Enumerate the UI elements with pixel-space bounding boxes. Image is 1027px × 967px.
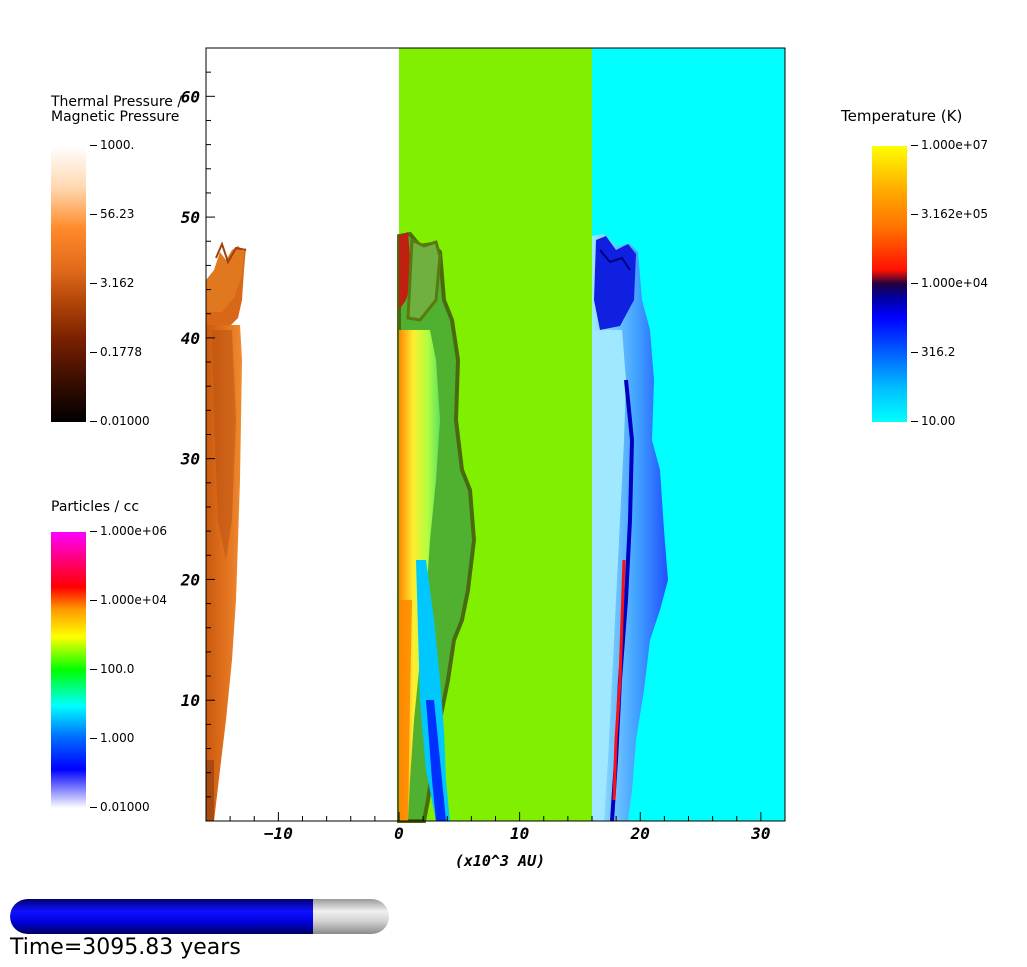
x-tick-label: 30 — [750, 824, 770, 843]
x-tick-label: 10 — [510, 824, 529, 843]
colorbar-density-tick: 1.000e+04 — [89, 593, 168, 607]
temperature-hot-streak — [612, 559, 626, 801]
time-progress-track — [10, 899, 389, 934]
density-deep-blue — [426, 700, 446, 821]
colorbar-density-tick: 0.01000 — [90, 800, 150, 814]
colorbar-title-density: Particles / cc — [51, 499, 140, 515]
density-jet-glow — [399, 600, 412, 821]
time-label: Time=3095.83 years — [10, 935, 241, 960]
colorbar-pressure-tick: 0.01000 — [90, 414, 150, 428]
simulation-plot: 10 20 30 40 50 60 −10 0 10 20 30 (x10^3 AU) — [180, 47, 786, 870]
density-blue-layer — [416, 560, 450, 821]
colorbar-density-tick: 1.000 — [89, 731, 135, 745]
y-tick-label: 30 — [180, 450, 200, 469]
colorbar-temperature-tick: 1.000e+07 — [910, 138, 989, 152]
colorbar-temperature — [872, 146, 907, 422]
colorbar-temperature-tick: 10.00 — [910, 414, 956, 428]
colorbar-density-tick: 1.000e+06 — [89, 524, 168, 538]
colorbar-temperature-tick: 3.162e+05 — [910, 207, 989, 221]
pressure-jet-tip — [206, 246, 244, 312]
y-axis: 10 20 30 40 50 60 — [180, 47, 215, 822]
colorbar-pressure-tick: 3.162 — [89, 276, 135, 290]
density-head — [406, 237, 442, 322]
y-tick-label: 10 — [181, 691, 200, 710]
y-tick-label: 20 — [180, 570, 200, 589]
temperature-head-detail — [599, 249, 631, 271]
colorbar-temperature-tick: 1.000e+04 — [910, 276, 989, 290]
x-tick-label: −10 — [264, 824, 293, 843]
y-tick-label: 50 — [181, 208, 200, 227]
colorbar-pressure-tick: 1000. — [89, 138, 135, 152]
pressure-jet-edge — [206, 760, 214, 821]
temperature-inner — [592, 330, 626, 821]
y-tick-label: 40 — [181, 329, 200, 348]
colorbar-pressure-tick: 0.1778 — [90, 345, 142, 359]
colorbar-temperature-tick: 316.2 — [910, 345, 956, 359]
time-progress-fill — [10, 899, 314, 934]
pressure-jet-fringe — [215, 241, 247, 265]
x-tick-label: 0 — [394, 824, 404, 843]
pressure-jet-shadow — [212, 330, 236, 560]
colorbar-density — [51, 532, 86, 808]
x-axis-label: (x10^3 AU) — [455, 852, 545, 870]
colorbar-pressure — [51, 146, 86, 422]
colorbar-pressure-tick: 56.23 — [89, 207, 135, 221]
colorbar-title-pressure: Thermal Pressure / Magnetic Pressure — [51, 94, 183, 125]
y-tick-label: 60 — [181, 87, 200, 106]
colorbar-density-tick: 100.0 — [89, 662, 135, 676]
colorbar-title-temperature: Temperature (K) — [841, 107, 963, 125]
temperature-head — [594, 236, 636, 330]
x-tick-label: 20 — [630, 824, 650, 843]
x-axis: −10 0 10 20 30 — [205, 812, 786, 843]
